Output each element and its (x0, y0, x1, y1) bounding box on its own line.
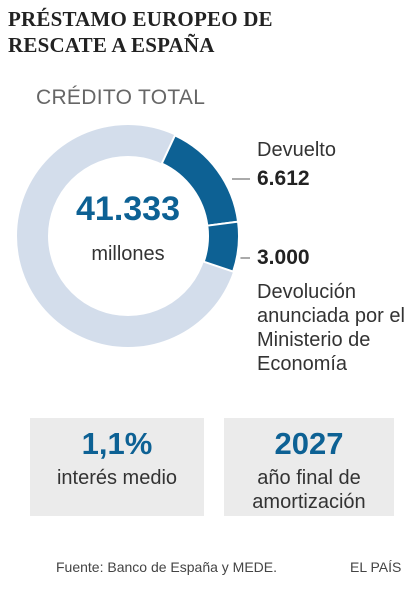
subtitle: CRÉDITO TOTAL (36, 86, 206, 109)
title: PRÉSTAMO EUROPEO DE RESCATE A ESPAÑA (8, 7, 273, 57)
highlight-label: año final de amortización (252, 467, 366, 513)
donut-chart: 41.333 millones (17, 125, 250, 347)
highlight-value: 2027 (274, 426, 344, 461)
donut-segment (202, 220, 240, 273)
category-label: Devuelto (257, 139, 336, 161)
highlight-box: 1,1% interés medio (30, 418, 204, 516)
category-label: Devolución anunciada por el Ministerio d… (257, 281, 405, 375)
total-unit: millones (91, 243, 164, 265)
credit: EL PAÍS (350, 559, 402, 575)
highlight-label: interés medio (56, 467, 178, 489)
highlight-value: 1,1% (81, 426, 153, 461)
total-value: 41.333 (76, 190, 180, 228)
value-label: 6.612 (257, 167, 310, 190)
source: Fuente: Banco de España y MEDE. (56, 559, 278, 575)
highlight-box: 2027 año final de amortización (224, 418, 394, 516)
value-label: 3.000 (257, 246, 310, 269)
